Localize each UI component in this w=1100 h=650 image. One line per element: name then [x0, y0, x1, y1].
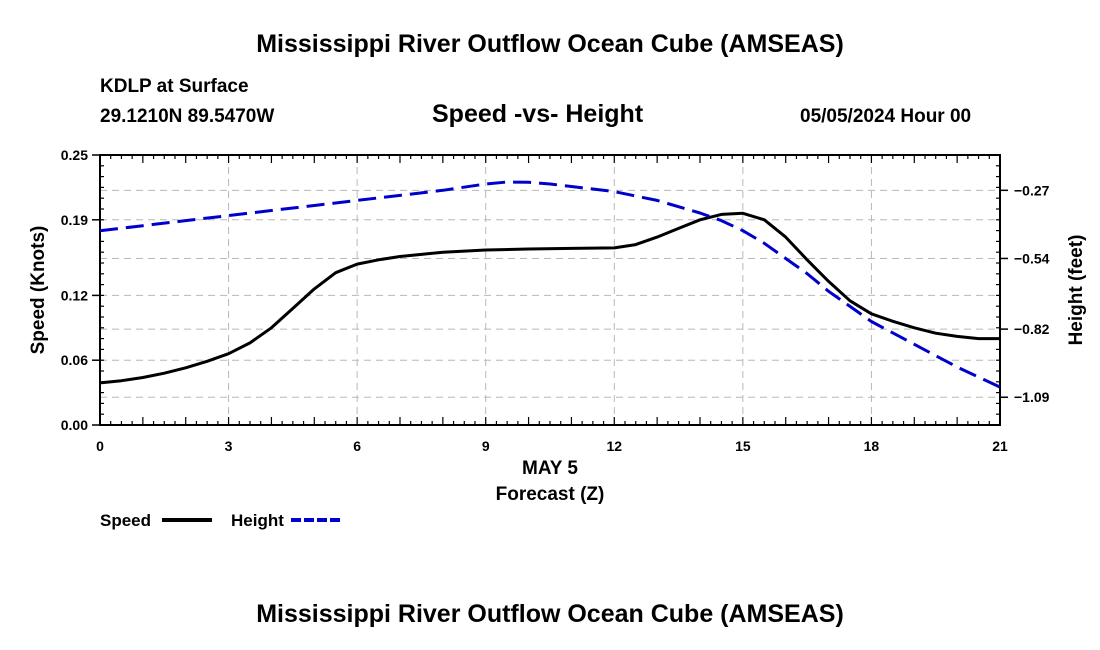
y-right-tick-label: −1.09: [1014, 389, 1050, 405]
height-series-line: [99, 180, 1001, 389]
x-tick-label: 3: [225, 438, 233, 454]
station-label: KDLP at Surface: [100, 76, 249, 97]
x-tick-label: 9: [482, 438, 490, 454]
y-left-tick-label: 0.00: [61, 417, 88, 433]
y-right-tick-label: −0.82: [1014, 321, 1050, 337]
footer-title: Mississippi River Outflow Ocean Cube (AM…: [256, 600, 844, 628]
x-tick-label: 0: [96, 438, 104, 454]
legend: Speed Height: [100, 511, 342, 530]
x-axis-label: Forecast (Z): [496, 484, 605, 505]
x-tick-label: 12: [606, 438, 622, 454]
y-left-tick-label: 0.06: [61, 352, 88, 368]
legend-speed-label: Speed: [100, 511, 151, 530]
x-tick-label: 18: [864, 438, 880, 454]
series-lines: [99, 180, 1001, 389]
y-right-tick-label: −0.27: [1014, 182, 1050, 198]
forecast-datetime: 05/05/2024 Hour 00: [800, 106, 972, 127]
grid-lines: [100, 155, 1000, 425]
y-axis-right-label: Height (feet): [1066, 235, 1087, 346]
x-tick-label: 6: [353, 438, 361, 454]
legend-height-label: Height: [231, 511, 284, 530]
axis-ticks: 0 3 6 9 12 15 18 21 0.00 0.06 0.12 0.19 0.25 −0.27 −0.…: [61, 147, 1050, 454]
speed-series-line: [99, 211, 1000, 385]
chart-title: Mississippi River Outflow Ocean Cube (AM…: [256, 30, 844, 58]
y-right-tick-label: −0.54: [1014, 250, 1050, 266]
y-left-tick-label: 0.12: [61, 287, 88, 303]
x-tick-label: 21: [992, 438, 1008, 454]
y-left-tick-label: 0.19: [61, 212, 88, 228]
x-tick-label: 15: [735, 438, 751, 454]
x-axis-date-label: MAY 5: [522, 458, 578, 479]
coordinates-label: 29.1210N 89.5470W: [100, 106, 275, 127]
chart-subtitle: Speed -vs- Height: [432, 100, 644, 128]
y-axis-left-label: Speed (Knots): [28, 226, 49, 355]
plot-frame: [99, 154, 1001, 426]
y-left-tick-label: 0.25: [61, 147, 88, 163]
